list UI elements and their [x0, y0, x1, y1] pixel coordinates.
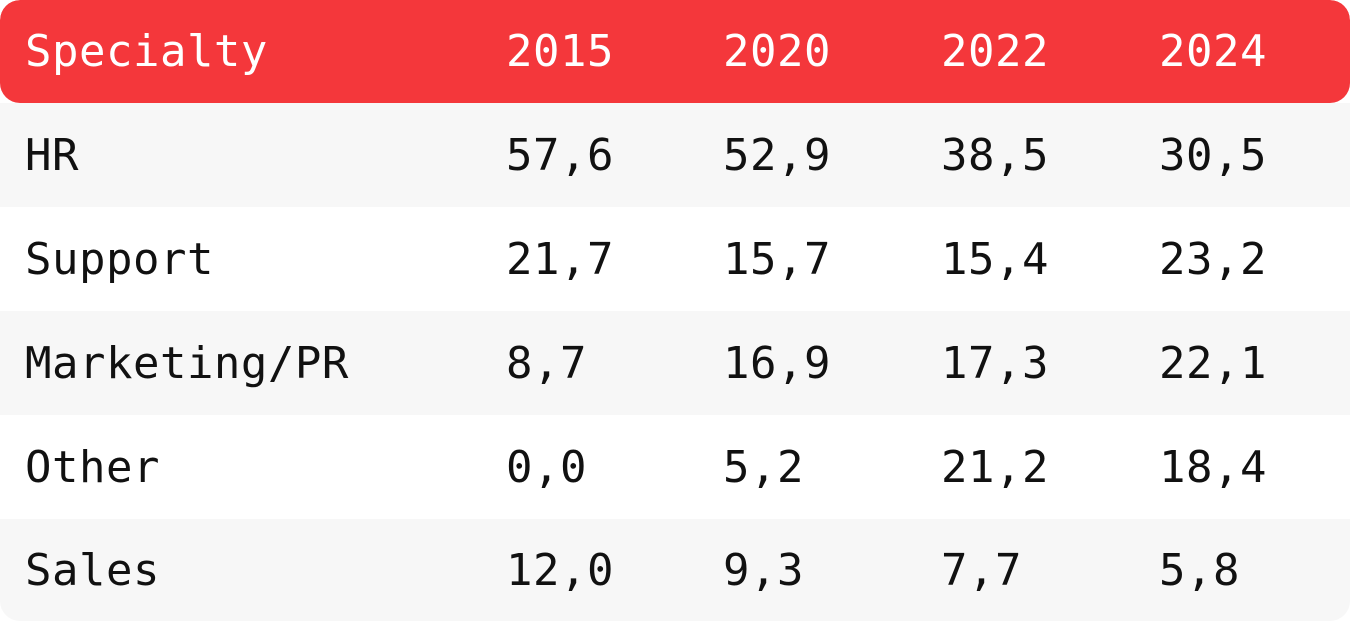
value-cell: 30,5 [1159, 129, 1267, 181]
value-cell: 8,7 [506, 337, 587, 389]
value-cell: 21,2 [941, 441, 1049, 493]
row-label-cell: Support [25, 233, 214, 285]
value-cell: 12,0 [506, 544, 614, 596]
value-cell: 7,7 [941, 544, 1022, 596]
value-cell: 15,4 [941, 233, 1049, 285]
value-cell: 15,7 [723, 233, 831, 285]
header-cell-specialty: Specialty [25, 26, 268, 77]
row-label-cell: Marketing/PR [25, 337, 349, 389]
value-cell: 18,4 [1159, 441, 1267, 493]
row-label-cell: HR [25, 129, 79, 181]
table-row: Sales 12,0 9,3 7,7 5,8 [0, 519, 1350, 621]
row-label-cell: Sales [25, 544, 160, 596]
value-cell: 23,2 [1159, 233, 1267, 285]
header-cell-2024: 2024 [1159, 26, 1267, 77]
table-row: Marketing/PR 8,7 16,9 17,3 22,1 [0, 311, 1350, 415]
value-cell: 57,6 [506, 129, 614, 181]
row-label-cell: Other [25, 441, 160, 493]
header-cell-2015: 2015 [506, 26, 614, 77]
table-row: HR 57,6 52,9 38,5 30,5 [0, 103, 1350, 207]
header-cell-2022: 2022 [941, 26, 1049, 77]
value-cell: 5,2 [723, 441, 804, 493]
value-cell: 38,5 [941, 129, 1049, 181]
table-row: Support 21,7 15,7 15,4 23,2 [0, 207, 1350, 311]
table-header-row: Specialty 2015 2020 2022 2024 [0, 0, 1350, 103]
value-cell: 9,3 [723, 544, 804, 596]
value-cell: 16,9 [723, 337, 831, 389]
value-cell: 21,7 [506, 233, 614, 285]
header-cell-2020: 2020 [723, 26, 831, 77]
table-row: Other 0,0 5,2 21,2 18,4 [0, 415, 1350, 519]
value-cell: 52,9 [723, 129, 831, 181]
value-cell: 0,0 [506, 441, 587, 493]
value-cell: 5,8 [1159, 544, 1240, 596]
value-cell: 22,1 [1159, 337, 1267, 389]
value-cell: 17,3 [941, 337, 1049, 389]
